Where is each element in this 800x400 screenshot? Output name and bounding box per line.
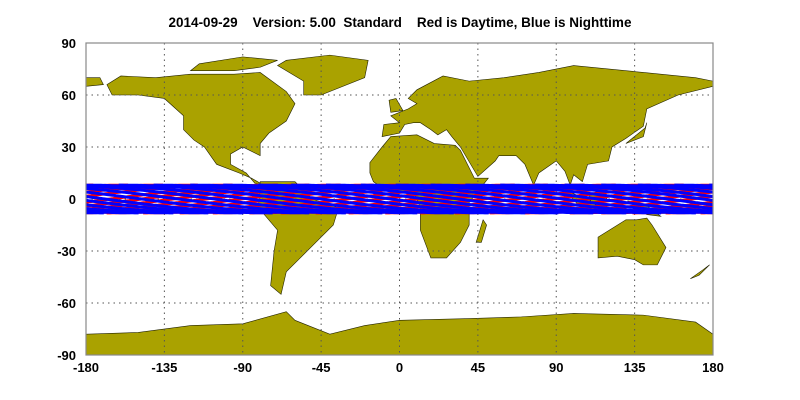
nighttime-track <box>500 183 713 207</box>
nighttime-track <box>258 183 594 215</box>
land-greenland <box>276 54 369 96</box>
land-australia <box>597 217 667 266</box>
daytime-track <box>86 183 94 187</box>
nighttime-track <box>781 185 800 213</box>
x-tick-label: 90 <box>549 360 563 375</box>
nighttime-track <box>118 183 454 215</box>
nighttime-track <box>535 183 713 202</box>
x-tick-label: 135 <box>624 360 646 375</box>
nighttime-track <box>86 184 383 215</box>
nighttime-track <box>86 203 209 215</box>
land-north-america <box>106 72 296 186</box>
nighttime-track <box>746 185 800 213</box>
x-tick-label: 180 <box>702 360 724 375</box>
y-tick-label: -90 <box>57 348 76 363</box>
land-japan <box>625 122 648 144</box>
daytime-track <box>734 185 800 213</box>
y-tick-label: 30 <box>62 140 76 155</box>
land-uk <box>388 98 404 113</box>
land-arctic-islands <box>189 56 278 72</box>
nighttime-track <box>223 183 559 215</box>
x-tick-label: 45 <box>471 360 485 375</box>
orbit-tracks <box>0 183 800 215</box>
daytime-track <box>0 185 57 213</box>
nighttime-track <box>291 183 627 215</box>
nighttime-track <box>430 183 713 213</box>
nighttime-track <box>0 185 69 213</box>
nighttime-track <box>395 183 713 215</box>
land-new-zealand <box>690 264 710 280</box>
nighttime-track <box>360 183 696 215</box>
daytime-track <box>770 185 800 213</box>
nighttime-track <box>326 183 662 215</box>
y-axis-ticks: 90 60 30 0 -30 -60 -90 <box>57 36 76 363</box>
nighttime-track <box>86 186 346 215</box>
land-eurasia <box>381 65 713 187</box>
y-tick-label: 0 <box>69 192 76 207</box>
x-axis-ticks: -180 -135 -90 -45 0 45 90 135 180 <box>73 360 724 375</box>
nighttime-track <box>601 183 713 194</box>
chart-title: 2014-09-29 Version: 5.00 Standard Red is… <box>168 15 632 30</box>
land-antarctica <box>86 311 713 355</box>
x-tick-label: 0 <box>396 360 403 375</box>
nighttime-track <box>190 183 526 215</box>
nighttime-track <box>86 198 244 215</box>
land-east-siberia <box>86 77 104 87</box>
nighttime-track <box>637 183 713 190</box>
x-tick-label: -90 <box>233 360 252 375</box>
nighttime-track <box>86 190 310 215</box>
daytime-track <box>0 185 24 213</box>
y-tick-label: 60 <box>62 88 76 103</box>
nighttime-track <box>564 183 713 199</box>
y-tick-label: 90 <box>62 36 76 51</box>
nighttime-track <box>153 183 489 215</box>
nighttime-track <box>86 206 174 215</box>
plot-frame <box>85 42 714 356</box>
x-tick-label: -45 <box>312 360 331 375</box>
nighttime-track <box>465 183 713 210</box>
nighttime-track <box>709 183 713 187</box>
nighttime-track <box>86 183 418 215</box>
y-tick-label: -60 <box>57 296 76 311</box>
nighttime-track <box>0 185 34 213</box>
daytime-track <box>700 211 713 215</box>
x-tick-label: -180 <box>73 360 99 375</box>
land-madagascar <box>475 219 487 243</box>
x-tick-label: -135 <box>151 360 177 375</box>
y-tick-label: -30 <box>57 244 76 259</box>
